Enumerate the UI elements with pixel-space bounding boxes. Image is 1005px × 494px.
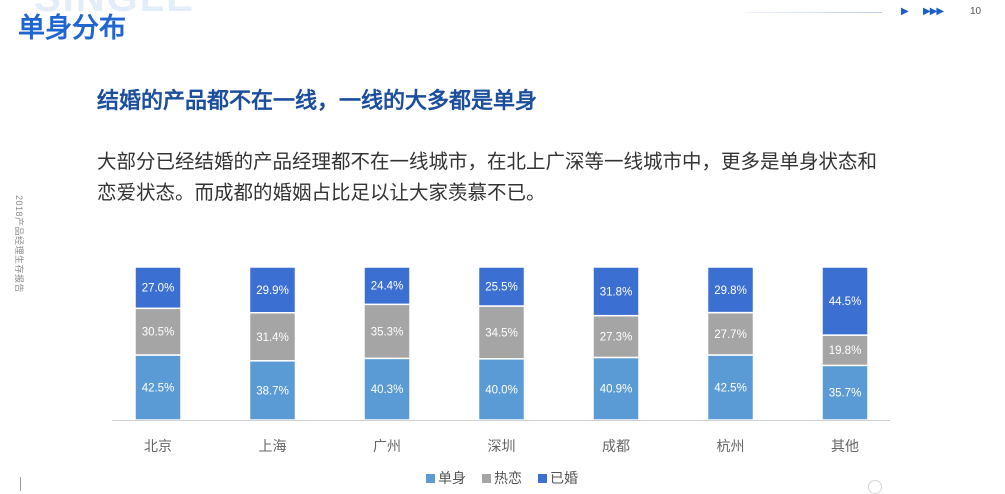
bar-segment <box>706 311 755 356</box>
bar-value-label: 27.3% <box>600 332 633 344</box>
body-line: 恋爱状态。而成都的婚姻占比足以让大家羡慕不已。 <box>97 182 546 204</box>
body-paragraph: 大部分已经结婚的产品经理都不在一线城市，在北上广深等一线城市中，更多是单身状态和… <box>97 147 877 209</box>
bar-segment <box>477 305 526 360</box>
legend-item: 已婚 <box>538 468 578 488</box>
footer-tick-line <box>20 477 21 491</box>
category-label: 北京 <box>144 438 172 454</box>
bar-value-label: 31.4% <box>256 332 289 344</box>
bar-value-label: 29.9% <box>256 285 289 297</box>
bar-segment <box>706 266 755 314</box>
bar-segment <box>821 334 869 367</box>
category-label: 广州 <box>373 438 401 454</box>
bar-value-label: 42.5% <box>714 382 747 394</box>
bar-segment <box>821 266 869 336</box>
bar-value-label: 31.8% <box>600 286 633 298</box>
bar-segment <box>248 266 297 314</box>
bar-value-label: 25.5% <box>485 282 518 294</box>
page-number: 10 <box>970 6 982 17</box>
legend-swatch <box>482 473 491 483</box>
bar-value-label: 19.8% <box>829 345 862 357</box>
bar-segment <box>592 266 640 317</box>
legend-swatch <box>426 473 435 483</box>
legend-item: 单身 <box>426 468 466 488</box>
bar-segment <box>363 266 411 306</box>
slide-subtitle: 结婚的产品都不在一线，一线的大多都是单身 <box>97 88 538 113</box>
slide-title: 单身分布 <box>18 13 126 43</box>
bar-value-label: 30.5% <box>142 327 175 339</box>
bar-value-label: 27.0% <box>142 283 175 295</box>
body-line: 大部分已经结婚的产品经理都不在一线城市，在北上广深等一线城市中，更多是单身状态和 <box>97 151 878 173</box>
triple-play-triangle-icon: ▶▶▶ <box>923 6 944 17</box>
bar-value-label: 27.7% <box>714 329 747 341</box>
bar-value-label: 35.7% <box>829 388 862 400</box>
bar-value-label: 40.0% <box>485 384 518 396</box>
bar-value-label: 40.3% <box>371 384 404 396</box>
side-report-label: 2018产品经理生存报告 <box>14 195 24 294</box>
category-label: 深圳 <box>488 438 516 454</box>
legend-item: 热恋 <box>482 468 522 488</box>
bar-value-label: 29.8% <box>714 285 747 297</box>
bar-value-label: 35.3% <box>371 326 404 338</box>
bar-segment <box>363 303 411 360</box>
bar-value-label: 40.9% <box>600 384 633 396</box>
bar-value-label: 42.5% <box>142 382 175 394</box>
category-label: 杭州 <box>717 438 745 454</box>
stacked-bar-chart: 42.5% 30.5% 27.0% 北京 38.7% 31.4% 29.9% 上海 40.3% 3… <box>112 266 890 454</box>
category-label: 其他 <box>831 438 859 454</box>
category-label: 成都 <box>602 438 630 454</box>
watermark-logo-icon <box>868 480 882 494</box>
header-divider-line <box>745 12 882 13</box>
category-label: 上海 <box>259 438 287 454</box>
bar-segment <box>477 266 526 307</box>
bar-segment <box>706 354 755 421</box>
bar-segment <box>134 266 182 310</box>
play-triangle-icon: ▶ <box>901 6 909 17</box>
legend-swatch <box>538 473 547 483</box>
legend-label: 热恋 <box>494 470 522 486</box>
legend-label: 单身 <box>438 470 466 486</box>
bar-segment <box>363 357 411 421</box>
bar-value-label: 44.5% <box>829 296 862 308</box>
bar-value-label: 24.4% <box>371 281 404 293</box>
bar-value-label: 34.5% <box>485 327 518 339</box>
bar-segment <box>592 314 640 359</box>
chart-legend: 单身 热恋 已婚 <box>426 468 578 488</box>
legend-label: 已婚 <box>550 470 578 486</box>
background-watermark: SINGLE <box>34 0 195 21</box>
bar-segment <box>248 360 297 421</box>
bar-value-label: 38.7% <box>256 385 289 397</box>
